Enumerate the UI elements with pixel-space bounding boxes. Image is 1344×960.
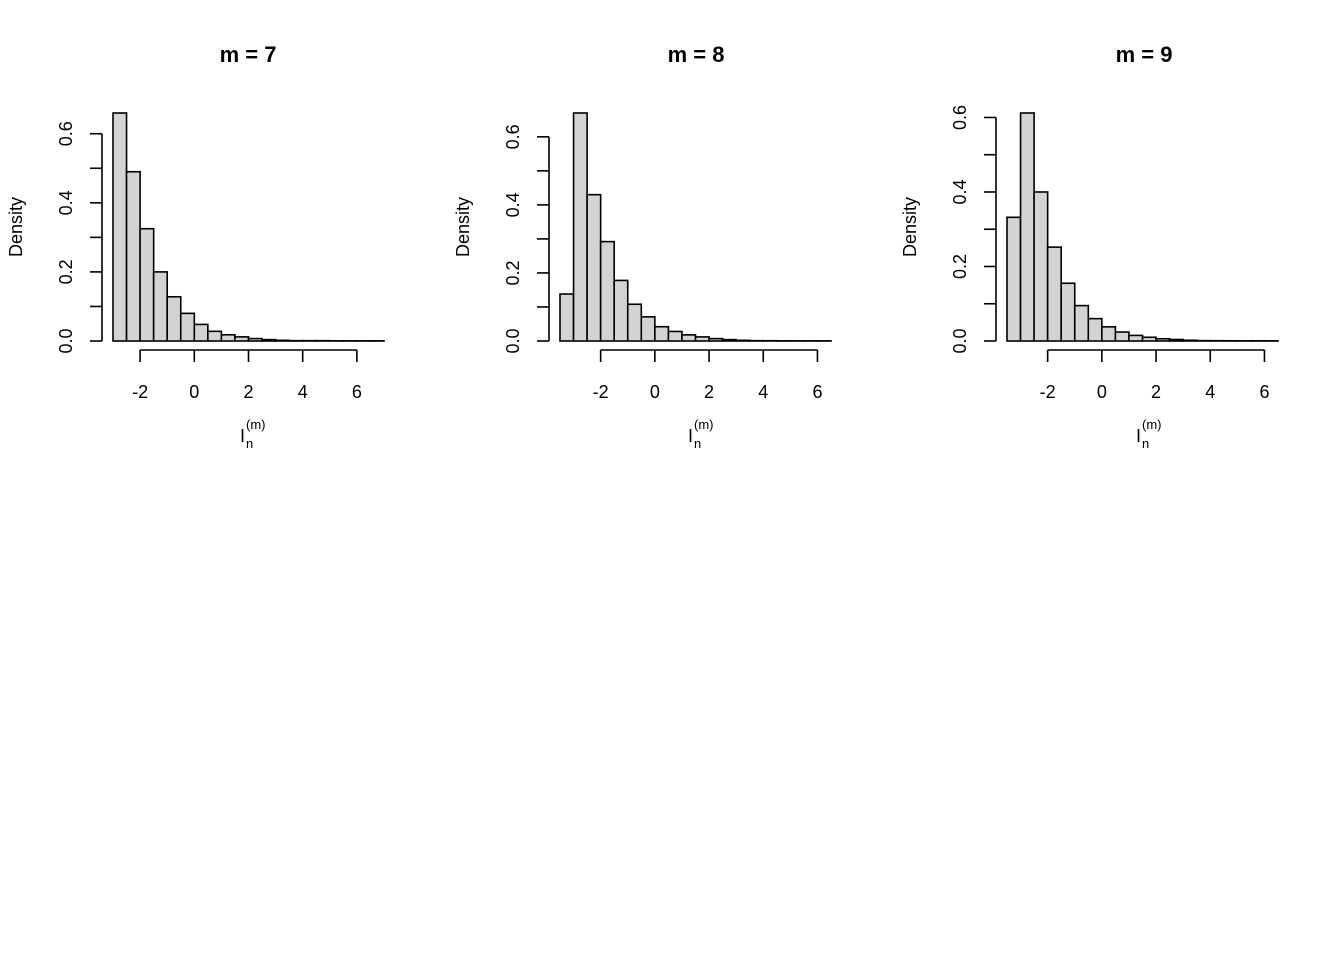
y-tick-label: 0.6 xyxy=(56,121,76,146)
histogram-bar xyxy=(1114,331,1130,342)
x-axis-label: I xyxy=(1136,426,1141,446)
x-tick-label: 0 xyxy=(650,382,660,402)
x-axis-label-superscript: (m) xyxy=(246,417,266,432)
x-axis-label-superscript: (m) xyxy=(694,417,714,432)
x-axis-label-superscript: (m) xyxy=(1142,417,1162,432)
x-tick-label: 0 xyxy=(189,382,199,402)
x-axis-label-subscript: n xyxy=(1142,436,1149,451)
histogram-panel-2: m = 8 0.0 0.2 0.4 0.6 Density -2 0 2 4 6 I n (m) xyxy=(453,42,832,451)
histogram-bar xyxy=(1046,246,1063,342)
y-tick-label: 0.0 xyxy=(950,328,970,353)
histogram-bar xyxy=(139,227,155,342)
x-tick-label: 4 xyxy=(298,382,308,402)
y-tick-label: 0.2 xyxy=(950,254,970,279)
histogram-bar xyxy=(220,333,236,342)
histogram-bar xyxy=(1155,337,1171,342)
x-tick-label: 0 xyxy=(1097,382,1107,402)
x-tick-label: 2 xyxy=(243,382,253,402)
histogram-bar xyxy=(681,334,697,342)
histogram-bar xyxy=(613,279,629,342)
y-tick-label: 0.0 xyxy=(56,328,76,353)
histogram-bar xyxy=(721,338,737,342)
histogram-bar xyxy=(152,271,168,342)
y-tick-label: 0.2 xyxy=(56,259,76,284)
histogram-bar xyxy=(1182,339,1198,342)
histogram-bar xyxy=(1128,334,1144,342)
y-tick-label: 0.4 xyxy=(503,192,523,217)
histogram-bar xyxy=(1019,112,1035,342)
x-axis-label: I xyxy=(688,426,693,446)
x-tick-label: 6 xyxy=(1259,382,1269,402)
histogram-bar xyxy=(735,339,751,342)
y-axis-label: Density xyxy=(900,197,920,257)
histogram-panel-3: m = 9 0.0 0.2 0.4 0.6 Density -2 0 2 4 6 I n (m) xyxy=(900,42,1279,451)
histogram-bar xyxy=(559,293,575,342)
histogram-bar xyxy=(586,193,602,342)
histogram-bar xyxy=(179,312,196,342)
histogram-bar xyxy=(626,303,643,342)
histogram-bar xyxy=(599,240,616,342)
x-tick-label: -2 xyxy=(1040,382,1056,402)
x-tick-label: -2 xyxy=(132,382,148,402)
y-axis-label: Density xyxy=(6,197,26,257)
histogram-bar xyxy=(1033,191,1049,342)
histogram-bar xyxy=(112,112,128,342)
chart-title: m = 8 xyxy=(668,42,725,67)
histogram-bar xyxy=(1141,336,1157,342)
histogram-bar xyxy=(234,336,250,342)
histogram-bar xyxy=(1006,216,1022,342)
x-tick-label: 2 xyxy=(1151,382,1161,402)
histogram-bar xyxy=(166,295,182,342)
histogram-bar xyxy=(1101,326,1117,342)
histogram-bar xyxy=(654,325,670,342)
histogram-bar xyxy=(125,170,141,342)
histogram-bar xyxy=(1060,282,1076,342)
histogram-panel-1: m = 7 0.0 0.2 0.4 0.6 Density -2 0 2 4 6 I n (m) xyxy=(6,42,385,451)
x-tick-label: 6 xyxy=(352,382,362,402)
y-tick-label: 0.6 xyxy=(503,124,523,149)
histogram-bar xyxy=(1087,317,1103,342)
y-tick-label: 0.2 xyxy=(503,260,523,285)
y-tick-label: 0.4 xyxy=(56,190,76,215)
histogram-bar xyxy=(247,337,263,342)
histogram-bar xyxy=(708,337,724,342)
x-tick-label: 4 xyxy=(758,382,768,402)
x-axis-label-subscript: n xyxy=(246,436,253,451)
y-tick-label: 0.6 xyxy=(950,105,970,130)
histogram-bar xyxy=(193,323,209,342)
x-axis-label: I xyxy=(240,426,245,446)
x-tick-label: 4 xyxy=(1205,382,1215,402)
histogram-bar xyxy=(694,336,710,342)
x-axis-label-subscript: n xyxy=(694,436,701,451)
histogram-bar xyxy=(274,339,290,342)
y-tick-label: 0.4 xyxy=(950,179,970,204)
histogram-bar xyxy=(1168,338,1184,342)
chart-title: m = 7 xyxy=(220,42,277,67)
histogram-bar xyxy=(207,330,223,342)
histogram-bar xyxy=(261,338,277,342)
y-axis-label: Density xyxy=(453,197,473,257)
histogram-bar xyxy=(640,316,656,342)
histogram-bar xyxy=(667,330,683,342)
x-tick-label: -2 xyxy=(593,382,609,402)
histogram-bar xyxy=(572,112,588,342)
chart-title: m = 9 xyxy=(1116,42,1173,67)
x-tick-label: 2 xyxy=(704,382,714,402)
y-tick-label: 0.0 xyxy=(503,328,523,353)
histogram-bar xyxy=(1073,304,1090,342)
x-tick-label: 6 xyxy=(812,382,822,402)
